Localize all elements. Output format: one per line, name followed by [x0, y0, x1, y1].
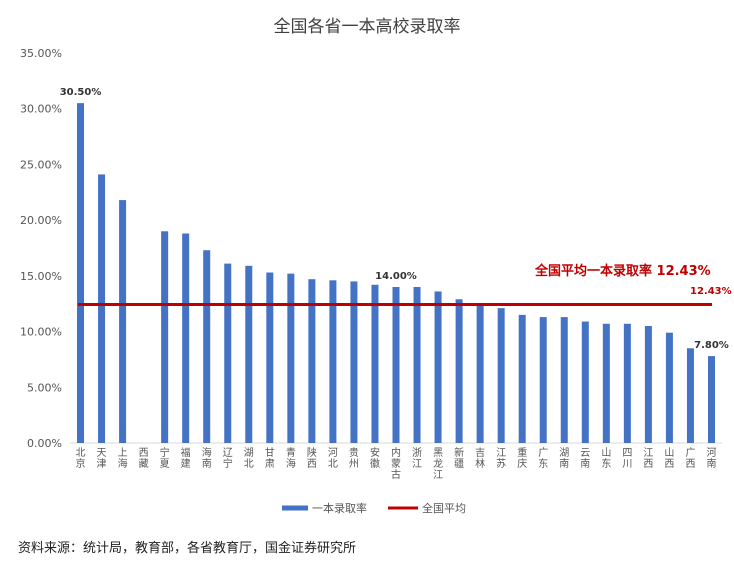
y-tick-label: 30.00% — [20, 103, 62, 116]
bar-上海 — [119, 200, 127, 443]
bar-吉林 — [476, 304, 484, 443]
chart-title: 全国各省一本高校录取率 — [274, 17, 461, 37]
x-tick-label: 河南 — [706, 447, 716, 470]
bar-宁夏 — [161, 231, 169, 443]
bar-广东 — [539, 317, 547, 443]
bar-海南 — [203, 250, 211, 443]
x-tick-label: 西藏 — [139, 448, 149, 470]
x-tick-label: 福建 — [181, 446, 191, 470]
bar-新疆 — [455, 299, 463, 443]
bar-安徽 — [371, 284, 379, 443]
x-tick-label: 江西 — [643, 447, 653, 470]
x-tick-label: 黑龙江 — [433, 447, 443, 481]
y-tick-label: 20.00% — [20, 214, 62, 227]
source-note: 资料来源：统计局，教育部，各省教育厅，国金证券研究所 — [18, 541, 357, 556]
x-tick-label: 广东 — [538, 447, 548, 470]
bar-福建 — [182, 233, 190, 443]
bar-山东 — [602, 323, 610, 443]
legend: 一本录取率 全国平均 — [282, 501, 466, 515]
data-label: 7.80% — [694, 340, 729, 351]
y-tick-label: 10.00% — [20, 326, 62, 339]
bar-内蒙古 — [392, 287, 400, 443]
bar-河南 — [707, 356, 715, 443]
x-tick-label: 海南 — [202, 446, 212, 470]
x-tick-label: 新疆 — [454, 446, 464, 470]
x-tick-label: 上海 — [118, 447, 128, 470]
y-tick-label: 25.00% — [20, 158, 62, 171]
average-annotation-value: 12.43% — [690, 286, 732, 297]
bar-山西 — [665, 332, 673, 443]
data-labels: 30.50% 14.00% 7.80% — [60, 87, 729, 351]
x-tick-label: 陕西 — [307, 446, 317, 470]
x-tick-label: 浙江 — [412, 447, 422, 470]
bar-云南 — [581, 321, 589, 443]
x-tick-label: 吉林 — [475, 447, 485, 470]
bar-陕西 — [308, 279, 316, 443]
x-tick-label: 河北 — [328, 447, 338, 470]
data-label: 14.00% — [375, 271, 417, 282]
x-tick-label: 青海 — [286, 446, 296, 470]
x-tick-label: 湖北 — [244, 447, 254, 470]
data-label: 30.50% — [60, 87, 102, 98]
y-tick-label: 0.00% — [27, 437, 62, 450]
x-tick-label: 贵州 — [349, 446, 359, 470]
bar-河北 — [329, 280, 337, 443]
x-tick-label: 江苏 — [496, 447, 506, 470]
x-tick-label: 广西 — [685, 447, 695, 470]
x-tick-label: 天津 — [97, 448, 107, 470]
bar-青海 — [287, 273, 295, 443]
x-tick-label: 云南 — [580, 448, 590, 470]
x-tick-label: 湖南 — [559, 447, 569, 470]
bar-贵州 — [350, 281, 358, 443]
x-tick-label: 辽宁 — [223, 447, 233, 470]
y-tick-label: 15.00% — [20, 270, 62, 283]
x-tick-label: 内蒙古 — [391, 446, 401, 481]
bar-浙江 — [413, 287, 421, 443]
bar-江苏 — [497, 308, 505, 443]
bar-series — [77, 103, 715, 444]
legend-label-line: 全国平均 — [422, 501, 466, 515]
x-tick-label: 山西 — [664, 447, 674, 470]
bar-辽宁 — [224, 263, 232, 443]
bar-黑龙江 — [434, 291, 442, 443]
bar-广西 — [686, 348, 694, 443]
bar-湖南 — [560, 317, 568, 443]
bar-江西 — [644, 326, 652, 443]
x-tick-label: 北京 — [76, 447, 86, 470]
x-tick-label: 甘肃 — [265, 446, 275, 470]
bar-甘肃 — [266, 272, 274, 443]
average-annotation-title: 全国平均一本录取率 12.43% — [534, 263, 711, 279]
legend-label-bar: 一本录取率 — [312, 501, 367, 515]
y-tick-label: 5.00% — [27, 381, 62, 394]
x-tick-label: 重庆 — [517, 446, 527, 470]
bar-北京 — [77, 103, 85, 444]
x-tick-label: 宁夏 — [160, 446, 170, 470]
bar-湖北 — [245, 265, 253, 443]
x-tick-label: 安徽 — [370, 446, 380, 470]
bar-chart: 全国各省一本高校录取率 0.00% 5.00% 10.00% 15.00% 20.00%… — [20, 17, 732, 515]
bar-重庆 — [518, 314, 526, 443]
bar-天津 — [98, 174, 106, 443]
y-tick-label: 35.00% — [20, 47, 62, 60]
x-tick-label: 山东 — [601, 447, 611, 470]
bar-四川 — [623, 323, 631, 443]
x-tick-label: 四川 — [622, 448, 632, 470]
